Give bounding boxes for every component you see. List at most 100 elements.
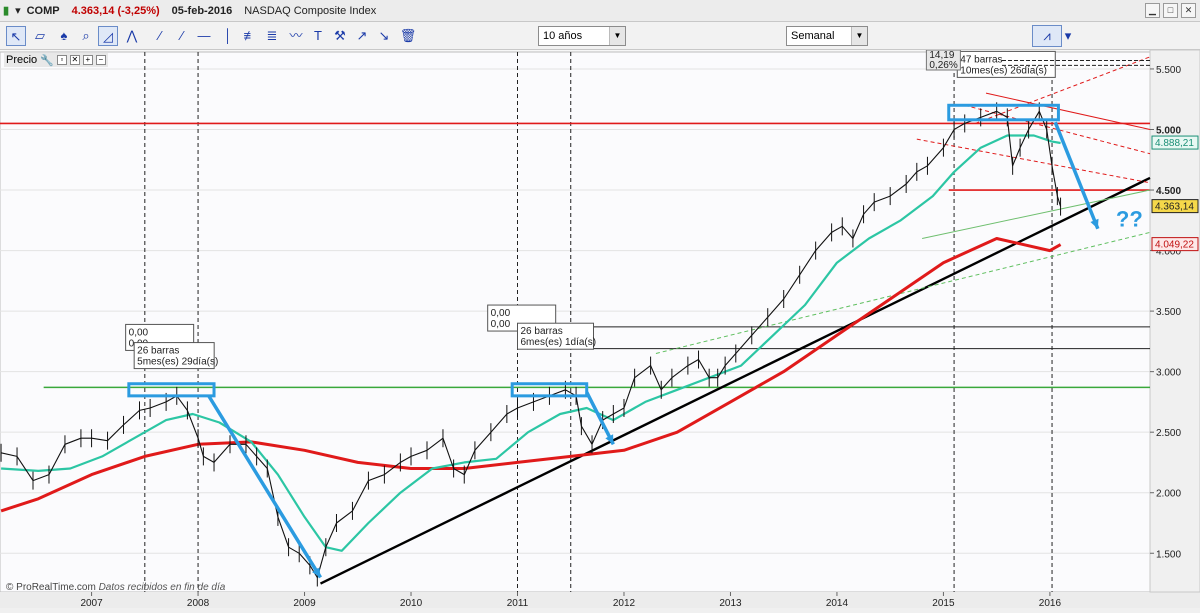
trend-line[interactable] bbox=[975, 56, 1151, 124]
y-tick-label: 5.000 bbox=[1156, 125, 1181, 136]
trend-line[interactable] bbox=[655, 231, 1151, 354]
window-buttons: ▁ □ ✕ bbox=[1145, 3, 1196, 18]
channel-icon[interactable]: ⋀ bbox=[126, 28, 138, 43]
plot-area[interactable] bbox=[0, 51, 1151, 593]
x-tick-label: 2009 bbox=[293, 598, 316, 608]
chart-area[interactable]: 2007 2008 2009 2010 2011 2012 2013 2014 2015 2016… bbox=[0, 49, 1200, 609]
x-tick-label: 2008 bbox=[187, 598, 210, 608]
close-icon[interactable]: ✕ bbox=[1181, 3, 1196, 18]
x-tick-label: 2013 bbox=[719, 598, 742, 608]
annotation-box-1-line: 5mes(es) 29día(s) bbox=[137, 357, 218, 368]
corner-value-a: 14,19 bbox=[929, 50, 954, 61]
trash-icon[interactable]: 🗑 bbox=[399, 28, 417, 43]
wrench-icon[interactable]: 🔧 bbox=[40, 54, 54, 67]
trend-line[interactable] bbox=[319, 176, 1151, 585]
x-tick-label: 2007 bbox=[80, 598, 103, 608]
minimize-icon[interactable]: ▁ bbox=[1145, 3, 1160, 18]
interval-select[interactable]: Semanal ▼ bbox=[786, 26, 868, 46]
y-tick-label: 5.500 bbox=[1156, 65, 1181, 76]
ma-long-series[interactable] bbox=[0, 237, 1062, 513]
expand-icon[interactable]: + bbox=[82, 55, 93, 65]
chart-icon: ▮ bbox=[3, 5, 10, 17]
pointer-icon[interactable]: ↖ bbox=[6, 26, 26, 46]
x-tick-label: 2010 bbox=[400, 598, 423, 608]
alarm-icon[interactable]: ♠ bbox=[60, 28, 68, 43]
last-price-tag: 4.363,14 bbox=[1155, 202, 1194, 213]
y-tick-label: 2.000 bbox=[1156, 489, 1181, 500]
wave-icon[interactable]: 〰 bbox=[289, 28, 303, 43]
price-change: 4.363,14 (-3,25%) bbox=[71, 4, 160, 17]
panel-label: Precio bbox=[6, 54, 38, 66]
chevron-down-icon[interactable]: ▾ bbox=[1064, 28, 1072, 43]
fib-fan-icon[interactable]: ≣ bbox=[266, 28, 278, 43]
x-tick-label: 2015 bbox=[932, 598, 955, 608]
annotation-box-1-line: 26 barras bbox=[137, 346, 179, 357]
price-panel-header: Precio 🔧 ▫ ✕ + − bbox=[4, 53, 108, 67]
annotation-box-3-frame[interactable] bbox=[956, 50, 1056, 78]
price-chart[interactable]: 2007 2008 2009 2010 2011 2012 2013 2014 2015 2016… bbox=[0, 49, 1200, 609]
annotation-box-2-values-line: 0,00 bbox=[491, 308, 511, 319]
ma-long-price-tag: 4.049,22 bbox=[1155, 240, 1194, 251]
arrow-up-icon[interactable]: ↗ bbox=[356, 28, 368, 43]
y-tick-label: 3.000 bbox=[1156, 368, 1181, 379]
indicators-icon[interactable]: ⩘ bbox=[1032, 25, 1062, 47]
vline-icon[interactable]: │ bbox=[223, 28, 233, 43]
trend-line[interactable] bbox=[916, 138, 1151, 184]
trend-arrow[interactable] bbox=[207, 394, 322, 579]
highlight-box[interactable] bbox=[127, 382, 216, 398]
annotation-box-1-frame[interactable] bbox=[133, 342, 215, 370]
symbol-label[interactable]: COMP bbox=[26, 4, 60, 17]
x-tick-label: 2012 bbox=[613, 598, 636, 608]
price-series[interactable] bbox=[0, 110, 1062, 579]
fib-icon[interactable]: ≢ bbox=[243, 28, 257, 43]
annotation-box-2-values-line: 0,00 bbox=[491, 319, 511, 330]
corner-value-b: 0,26% bbox=[929, 60, 957, 71]
highlight-box[interactable] bbox=[510, 382, 589, 398]
annotation-box-1-values-line: 0,00 bbox=[129, 327, 149, 338]
collapse-icon[interactable]: − bbox=[95, 55, 106, 65]
arrow-head bbox=[605, 434, 614, 445]
y-tick-label: 3.500 bbox=[1156, 307, 1181, 318]
y-tick-label: 1.500 bbox=[1156, 549, 1181, 560]
period-select[interactable]: 10 años ▼ bbox=[538, 26, 626, 46]
hline-icon[interactable]: — bbox=[197, 28, 211, 43]
dropdown-arrow-icon[interactable]: ▾ bbox=[15, 5, 21, 17]
line-icon[interactable]: ⁄ bbox=[158, 28, 162, 43]
y-tick-label: 4.500 bbox=[1156, 186, 1181, 197]
copy-icon[interactable]: ▫ bbox=[56, 55, 67, 65]
instrument-name: NASDAQ Composite Index bbox=[244, 4, 377, 17]
ma-short-series[interactable] bbox=[1, 134, 1061, 552]
x-tick-label: 2011 bbox=[507, 598, 529, 608]
last-price-tag-frame bbox=[1151, 199, 1199, 214]
maximize-icon[interactable]: □ bbox=[1163, 3, 1178, 18]
trend-line[interactable] bbox=[964, 104, 1151, 155]
annotation-box-2-line: 26 barras bbox=[521, 326, 563, 337]
arrow-head bbox=[312, 567, 321, 578]
text-icon[interactable]: T bbox=[314, 28, 322, 43]
period-value: 10 años bbox=[543, 30, 583, 42]
watermark-text: Datos recibidos en fin de día bbox=[98, 582, 226, 593]
watermark-site: © ProRealTime.com bbox=[6, 582, 96, 593]
trend-line[interactable] bbox=[985, 92, 1151, 130]
fan-icon[interactable]: ◿ bbox=[98, 26, 118, 46]
highlight-box[interactable] bbox=[947, 103, 1060, 122]
ma-short-price-tag: 4.888,21 bbox=[1155, 138, 1194, 149]
hammer-icon[interactable]: ⚒ bbox=[334, 28, 346, 43]
toolbar: ↖ ▱ ♠ ⌕ ◿ ⋀ ⁄ ⁄ — │ ≢ ≣ 〰 T ⚒ ↗ ↘ 🗑 10 a… bbox=[0, 22, 1200, 50]
trend-arrow[interactable] bbox=[1053, 121, 1100, 230]
chevron-down-icon: ▼ bbox=[609, 27, 625, 45]
trend-arrow[interactable] bbox=[585, 391, 615, 446]
y-tick-label: 4.000 bbox=[1156, 247, 1181, 258]
ruler-icon[interactable]: ▱ bbox=[35, 28, 45, 43]
close-panel-icon[interactable]: ✕ bbox=[69, 55, 80, 65]
x-tick-label: 2016 bbox=[1039, 598, 1062, 608]
annotation-box-3-line: 47 barras bbox=[960, 54, 1002, 65]
arrow-down-icon[interactable]: ↘ bbox=[378, 28, 390, 43]
zoom-icon[interactable]: ⌕ bbox=[82, 28, 90, 43]
watermark: © ProRealTime.com Datos recibidos en fin… bbox=[6, 582, 225, 593]
chevron-down-icon: ▼ bbox=[851, 27, 867, 45]
annotation-box-3-line: 10mes(es) 26día(s) bbox=[960, 65, 1047, 76]
annotation-box-2-frame[interactable] bbox=[517, 322, 594, 350]
ray-icon[interactable]: ⁄ bbox=[180, 28, 184, 43]
trend-line[interactable] bbox=[922, 189, 1151, 239]
